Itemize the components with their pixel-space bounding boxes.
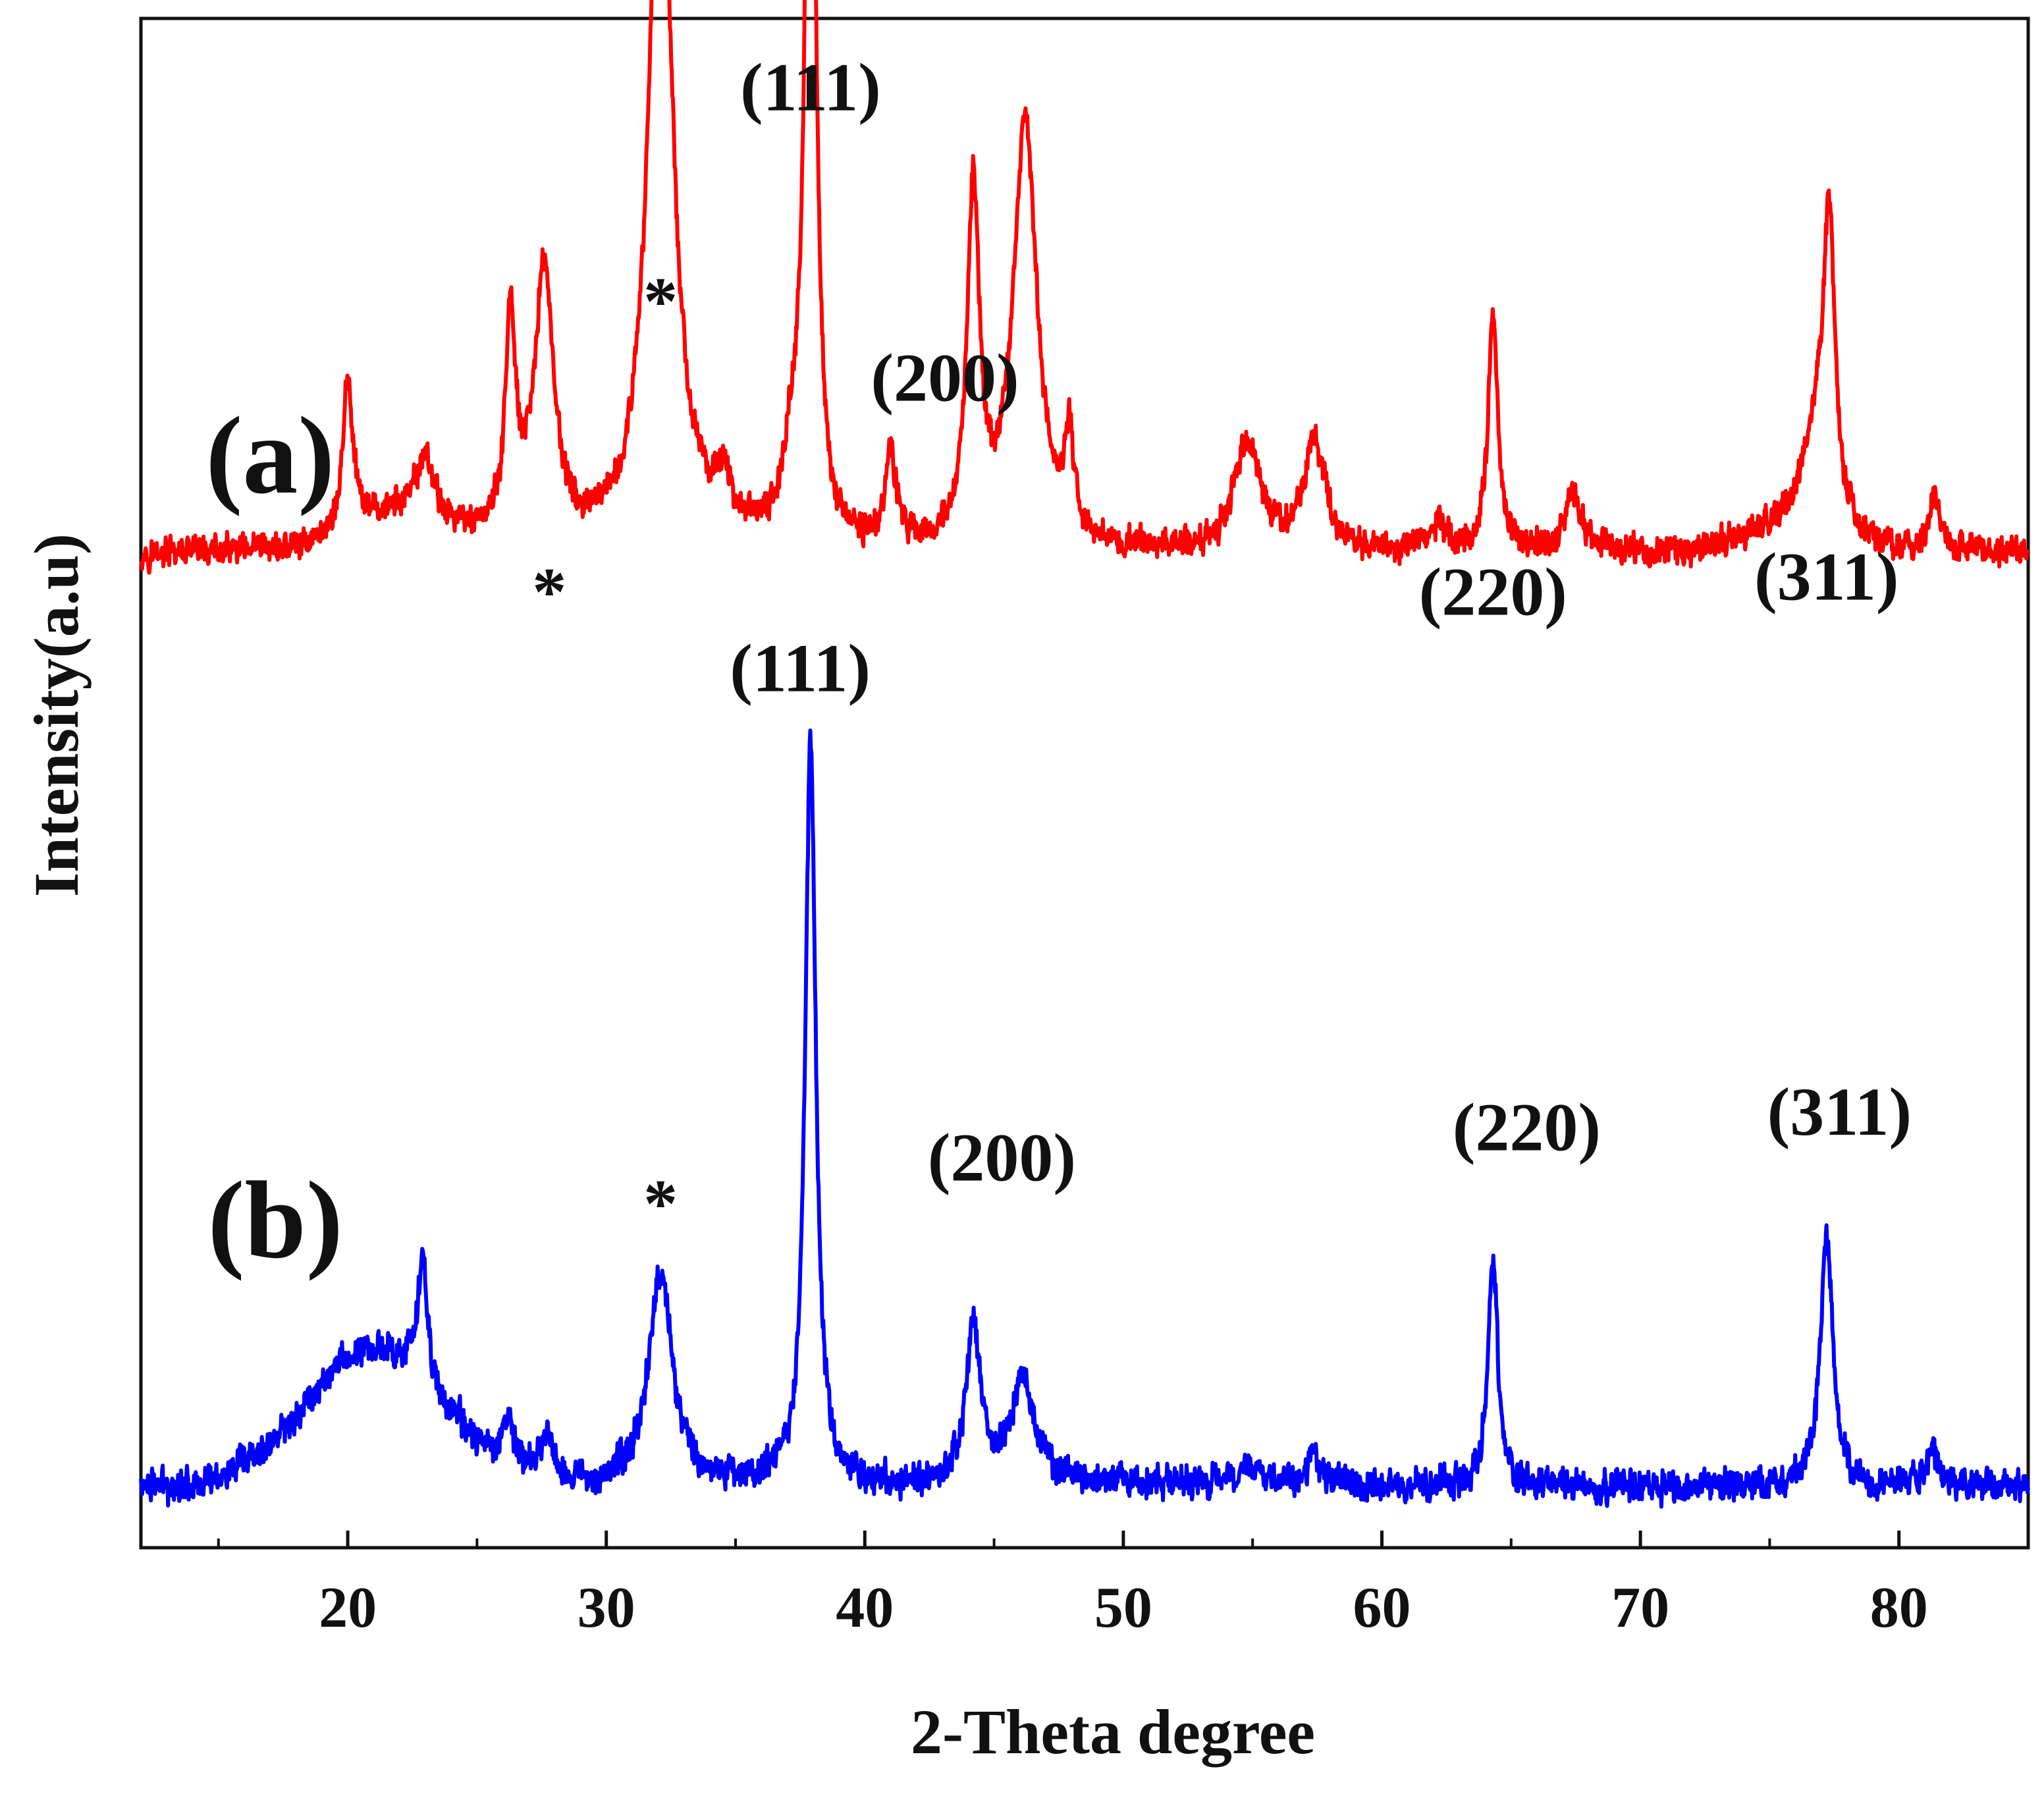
- peak-label: (220): [1419, 555, 1567, 630]
- series-line-b: [139, 728, 2030, 1509]
- impurity-marker: *: [532, 555, 566, 630]
- series-line-a: [139, 0, 2030, 575]
- x-tick-label: 60: [1353, 1576, 1411, 1640]
- x-tick-label: 20: [319, 1576, 377, 1640]
- series-group: [139, 0, 2030, 1509]
- peak-label: (220): [1453, 1089, 1601, 1165]
- y-axis-title: Intensity(a.u): [21, 533, 92, 897]
- series-label-b: (b): [207, 1159, 342, 1282]
- peak-label: (311): [1767, 1074, 1912, 1150]
- annotation-group: (111) * * (200) (220) (311) (111) * (200) (220) (3…: [532, 49, 1912, 1241]
- peak-label: (111): [740, 49, 881, 125]
- x-ticks: 20 30 40 50 60 70 80: [217, 1531, 2030, 1640]
- impurity-marker: *: [643, 1166, 678, 1241]
- peak-label: (311): [1754, 539, 1899, 614]
- series-label-group: (a) (b): [205, 395, 342, 1282]
- x-tick-label: 70: [1611, 1576, 1669, 1640]
- plot-border: [139, 16, 2030, 1550]
- series-label-a: (a): [205, 395, 335, 517]
- x-tick-label: 40: [836, 1576, 894, 1640]
- peak-label: (111): [730, 631, 871, 707]
- x-tick-label: 80: [1870, 1576, 1928, 1640]
- x-tick-label: 30: [578, 1576, 635, 1640]
- peak-label: (200): [928, 1120, 1076, 1196]
- impurity-marker: *: [643, 263, 678, 339]
- plot-frame: [139, 16, 2030, 1550]
- x-axis-title: 2-Theta degree: [911, 1697, 1315, 1767]
- x-tick-label: 50: [1094, 1576, 1152, 1640]
- peak-label: (200): [871, 340, 1019, 416]
